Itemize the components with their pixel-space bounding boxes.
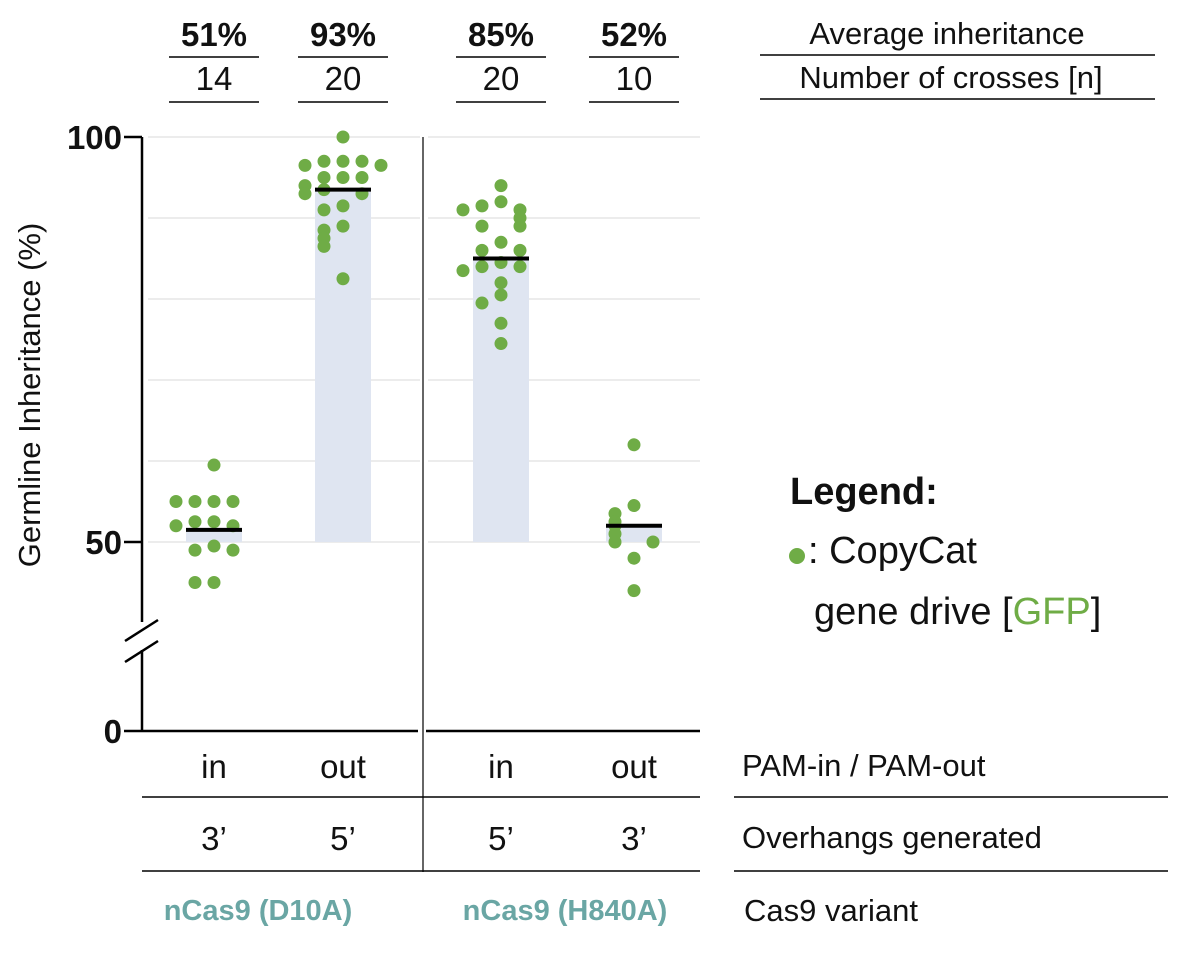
- overhang-label: 3’: [621, 820, 647, 857]
- crosses-count-value: 20: [325, 60, 362, 97]
- data-point: [627, 551, 641, 565]
- data-point: [188, 495, 202, 508]
- legend-entry-line1: : CopyCat: [808, 530, 977, 572]
- overhang-label: 5’: [488, 820, 514, 857]
- pam-orientation-label: out: [320, 748, 366, 785]
- legend-dot-icon: [789, 548, 805, 564]
- average-inheritance-value: 51%: [181, 16, 247, 53]
- data-point: [475, 219, 489, 233]
- legend-title: Legend:: [790, 471, 938, 513]
- data-point: [475, 260, 489, 274]
- data-point: [317, 203, 331, 217]
- data-point: [336, 219, 350, 233]
- cas9-variant-label: nCas9 (D10A): [164, 895, 353, 927]
- y-tick-label: 50: [85, 524, 122, 561]
- data-point: [513, 260, 527, 274]
- data-point: [188, 576, 202, 589]
- data-point: [475, 243, 489, 257]
- data-point: [336, 130, 350, 144]
- data-point: [298, 187, 312, 201]
- average-inheritance-value: 85%: [468, 16, 534, 53]
- pam-orientation-label: in: [488, 748, 514, 785]
- legend-entry-line2: gene drive [GFP]: [814, 591, 1101, 633]
- data-point: [207, 458, 221, 472]
- data-point: [494, 276, 508, 290]
- data-point: [494, 235, 508, 249]
- mean-bar: [186, 529, 242, 542]
- crosses-count-value: 10: [616, 60, 653, 97]
- y-axis-label: Germline Inheritance (%): [12, 223, 47, 568]
- data-point: [226, 543, 240, 557]
- data-point: [494, 288, 508, 302]
- variant-row-label: Cas9 variant: [744, 893, 918, 928]
- y-tick-label: 0: [104, 713, 122, 750]
- axis-break-mark: [124, 639, 159, 664]
- data-point: [298, 158, 312, 172]
- data-point: [317, 154, 331, 168]
- y-tick-label: 100: [67, 119, 122, 156]
- data-point: [513, 243, 527, 257]
- data-point: [494, 337, 508, 351]
- crosses-count-value: 14: [196, 60, 233, 97]
- overhangs-row-label: Overhangs generated: [742, 820, 1042, 855]
- data-point: [317, 239, 331, 253]
- data-point: [456, 203, 470, 217]
- data-point: [207, 515, 221, 529]
- data-point: [355, 154, 369, 168]
- data-point: [646, 535, 660, 549]
- overhang-label: 3’: [201, 820, 227, 857]
- data-point: [207, 539, 221, 553]
- average-inheritance-value: 52%: [601, 16, 667, 53]
- data-point: [317, 171, 331, 184]
- data-point: [207, 495, 221, 508]
- data-point: [336, 171, 350, 184]
- data-point: [188, 543, 202, 557]
- data-point: [513, 219, 527, 233]
- crosses-count-value: 20: [483, 60, 520, 97]
- pam-row-label: PAM-in / PAM-out: [742, 748, 986, 783]
- axis-break-mark: [124, 618, 159, 643]
- data-point: [456, 264, 470, 278]
- data-point: [336, 154, 350, 168]
- data-point: [336, 272, 350, 286]
- data-point: [169, 495, 183, 508]
- data-point: [475, 296, 489, 310]
- overhang-label: 5’: [330, 820, 356, 857]
- average-inheritance-label: Average inheritance: [809, 16, 1084, 51]
- data-point: [226, 495, 240, 508]
- data-point: [169, 519, 183, 533]
- data-point: [207, 576, 221, 589]
- data-point: [627, 584, 641, 598]
- data-point: [494, 195, 508, 209]
- data-point: [608, 535, 622, 549]
- cas9-variant-label: nCas9 (H840A): [463, 895, 668, 927]
- crosses-label: Number of crosses [n]: [799, 60, 1102, 95]
- data-point: [188, 515, 202, 529]
- data-point: [494, 316, 508, 330]
- pam-orientation-label: out: [611, 748, 657, 785]
- data-point: [374, 158, 388, 172]
- data-point: [627, 438, 641, 452]
- data-point: [627, 499, 641, 513]
- data-point: [336, 199, 350, 213]
- average-inheritance-value: 93%: [310, 16, 376, 53]
- data-point: [494, 179, 508, 193]
- data-point: [475, 199, 489, 213]
- data-point: [355, 171, 369, 184]
- pam-orientation-label: in: [201, 748, 227, 785]
